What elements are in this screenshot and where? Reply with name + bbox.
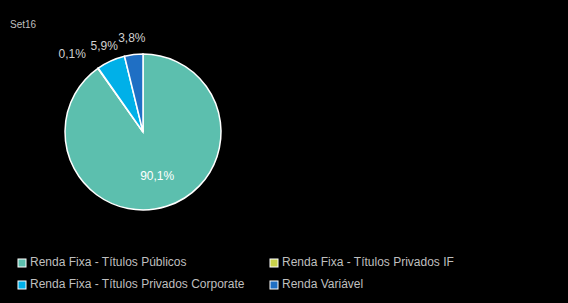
data-labels: 90,1% 0,1% 5,9%3,8% (59, 31, 175, 183)
legend-label: Renda Fixa - Títulos Públicos (30, 255, 187, 269)
title: Set16 (10, 19, 37, 30)
pie (65, 54, 221, 210)
data-label: 0,1% (59, 47, 87, 61)
legend-item: Renda Fixa - Títulos Privados Corporate (18, 277, 245, 291)
legend-item: Renda Fixa - Títulos Privados IF (270, 255, 454, 269)
data-label: 3,8% (118, 31, 146, 45)
legend-item: Renda Fixa - Títulos Públicos (18, 255, 187, 269)
legend-swatch (270, 259, 278, 267)
data-label: 5,9% (91, 39, 119, 53)
legend-label: Renda Fixa - Títulos Privados IF (282, 255, 454, 269)
background (0, 0, 568, 303)
legend-swatch (18, 259, 26, 267)
chart: Set16 90,1% 0,1% 5,9%3,8% Renda Fixa - Títul… (0, 0, 568, 303)
legend-swatch (270, 281, 278, 289)
legend-label: Renda Variável (282, 277, 363, 291)
legend-swatch (18, 281, 26, 289)
pie-slice (125, 54, 143, 132)
legend-label: Renda Fixa - Títulos Privados Corporate (30, 277, 245, 291)
legend-item: Renda Variável (270, 277, 363, 291)
legend: Renda Fixa - Títulos Públicos Renda Fixa … (18, 255, 454, 291)
data-label: 90,1% (140, 169, 174, 183)
pie-slice (65, 54, 221, 210)
